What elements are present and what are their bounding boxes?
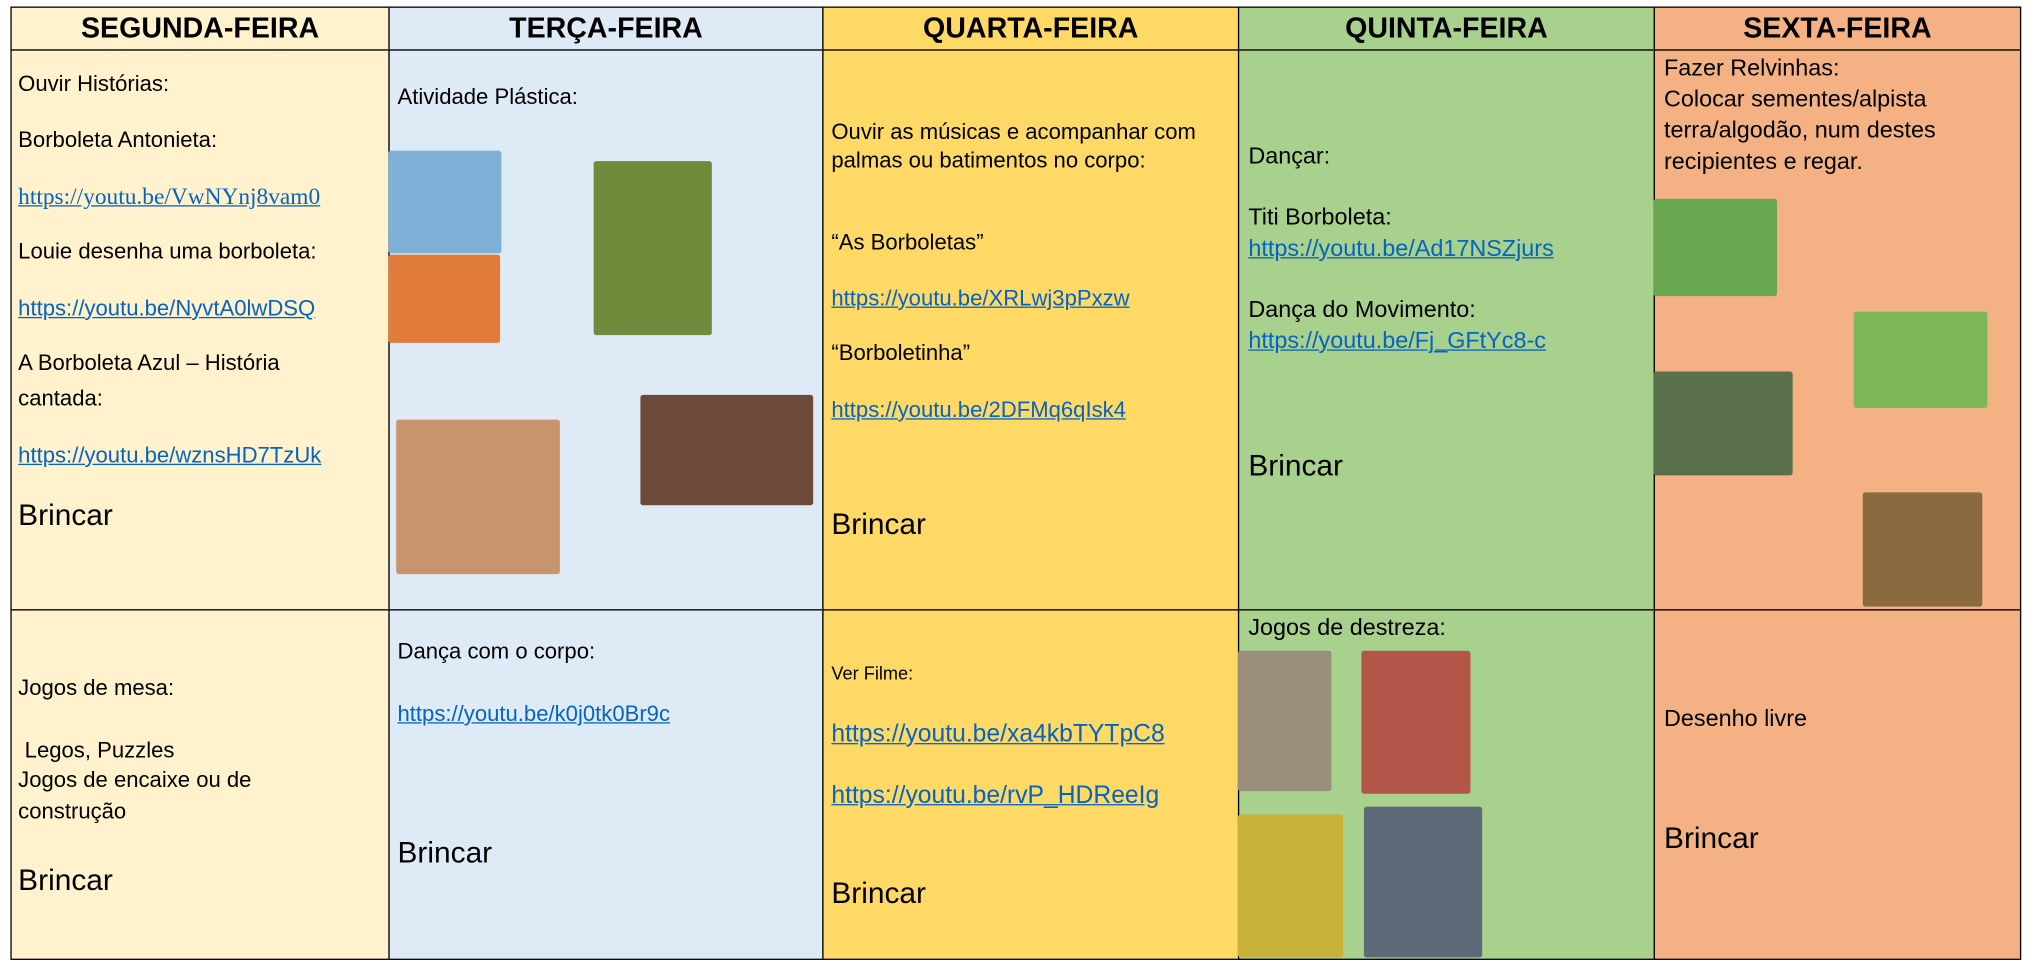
link[interactable]: https://youtu.be/Fj_GFtYc8-c (1248, 327, 1546, 354)
table-cell (10, 49, 390, 611)
text: Brincar (1664, 820, 1759, 855)
link[interactable]: https://youtu.be/k0j0tk0Br9c (397, 701, 671, 727)
table-cell (822, 49, 1240, 611)
day-title: SEXTA-FEIRA (1743, 11, 1932, 45)
link[interactable]: https://youtu.be/2DFMq6qIsk4 (831, 397, 1126, 423)
image (396, 419, 560, 575)
link[interactable]: https://youtu.be/wznsHD7TzUk (18, 442, 322, 468)
text: terra/algodão, num destes (1664, 116, 1936, 143)
image (1237, 814, 1344, 958)
text: Fazer Relvinhas: (1664, 54, 1840, 81)
image (593, 161, 712, 336)
text: A Borboleta Azul – História (18, 350, 280, 376)
text: Borboleta Antonieta: (18, 127, 218, 152)
text: construção (18, 798, 127, 824)
text: Jogos de destreza: (1248, 614, 1446, 641)
header-cell (388, 6, 824, 51)
image (388, 150, 502, 254)
text: Brincar (1248, 448, 1343, 482)
text: cantada: (18, 385, 103, 411)
text: Legos, Puzzles (24, 737, 175, 763)
link[interactable]: https://youtu.be/Ad17NSZjurs (1248, 235, 1554, 262)
text: Desenho livre (1664, 705, 1807, 732)
text: Colocar sementes/alpista (1664, 85, 1927, 112)
text: Brincar (831, 875, 927, 910)
header-cell (1237, 6, 1655, 51)
image (1653, 371, 1793, 476)
text: Ver Filme: (831, 662, 914, 684)
text: “Borboletinha” (831, 340, 971, 366)
text: Dança do Movimento: (1248, 296, 1476, 323)
link[interactable]: https://youtu.be/rvP_HDReeIg (831, 781, 1160, 810)
link[interactable]: https://youtu.be/xa4kbTYTpC8 (831, 720, 1165, 749)
text: Atividade Plástica: (397, 84, 578, 110)
text: Dançar: (1248, 142, 1331, 169)
text: palmas ou batimentos no corpo: (831, 148, 1146, 173)
image (1653, 198, 1778, 297)
day-title: QUINTA-FEIRA (1345, 11, 1548, 45)
image (388, 254, 501, 343)
text: Ouvir Histórias: (18, 71, 170, 97)
table-cell (1653, 609, 2022, 960)
text: Brincar (18, 862, 113, 897)
link[interactable]: https://youtu.be/NyvtA0lwDSQ (18, 296, 316, 321)
text: Titi Borboleta: (1248, 203, 1392, 230)
image (1363, 806, 1483, 958)
table-cell (388, 609, 824, 960)
text: “As Borboletas” (831, 229, 984, 255)
text: Jogos de mesa: (18, 675, 175, 701)
text: Brincar (397, 835, 493, 870)
link[interactable]: https://youtu.be/XRLwj3pPxzw (831, 285, 1130, 311)
image (1361, 650, 1471, 794)
image (1853, 311, 1988, 408)
text: Louie desenha uma borboleta: (18, 239, 317, 264)
image (1862, 492, 1983, 607)
day-title: TERÇA-FEIRA (509, 11, 703, 45)
table-cell (822, 609, 1240, 960)
header-cell (10, 6, 390, 51)
text: Jogos de encaixe ou de (18, 767, 252, 793)
image (1237, 650, 1332, 792)
text: recipientes e regar. (1664, 148, 1863, 175)
link[interactable]: https://youtu.be/VwNYnj8vam0 (18, 183, 321, 210)
text: Dança com o corpo: (397, 639, 596, 664)
text: Brincar (831, 506, 927, 541)
table-cell (1237, 49, 1655, 611)
text: Ouvir as músicas e acompanhar com (831, 119, 1196, 145)
day-title: SEGUNDA-FEIRA (80, 11, 320, 45)
day-title: QUARTA-FEIRA (923, 11, 1139, 45)
image (640, 394, 814, 506)
text: Brincar (18, 497, 113, 532)
